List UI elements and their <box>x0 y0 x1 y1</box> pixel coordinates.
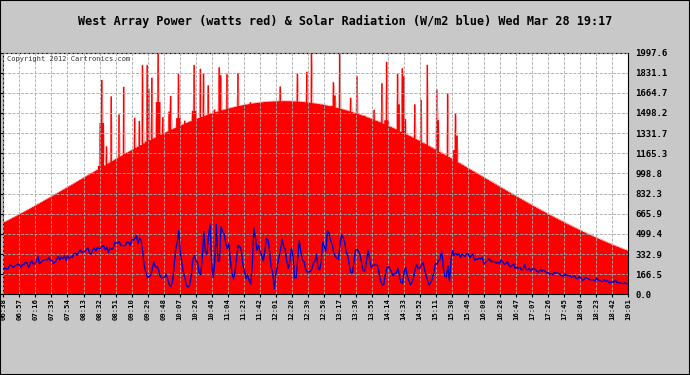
Text: West Array Power (watts red) & Solar Radiation (W/m2 blue) Wed Mar 28 19:17: West Array Power (watts red) & Solar Rad… <box>78 15 612 28</box>
Text: Copyright 2012 Cartronics.com: Copyright 2012 Cartronics.com <box>7 56 130 62</box>
